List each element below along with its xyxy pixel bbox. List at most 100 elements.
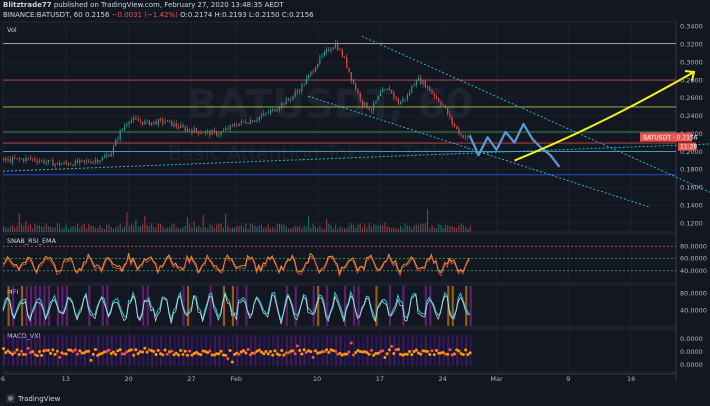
volume-bar — [420, 223, 422, 232]
volume-bar — [258, 225, 260, 232]
macd-dot — [143, 346, 147, 350]
volume-bar — [16, 225, 18, 232]
volume-bar — [115, 227, 117, 232]
candle-body — [27, 157, 29, 159]
macd-dot — [105, 349, 109, 353]
macd-dot — [53, 352, 57, 356]
volume-bar — [418, 225, 420, 232]
macd-background-bar — [402, 335, 405, 366]
volume-bar — [350, 223, 352, 232]
macd-dot — [13, 351, 17, 355]
candle-body — [382, 89, 384, 93]
macd-background-bar — [276, 335, 279, 366]
macd-dot — [419, 352, 423, 356]
macd-background-bar — [160, 335, 163, 366]
macd-dot — [40, 353, 44, 357]
macd-dot — [78, 349, 82, 353]
macd-dot — [156, 348, 160, 352]
macd-background-bar — [142, 335, 145, 366]
macd-background-bar — [366, 335, 369, 366]
macd-dot — [414, 348, 418, 352]
candle-body — [193, 128, 195, 133]
candle-body — [180, 125, 182, 128]
volume-bar — [70, 226, 72, 232]
macd-dot — [181, 352, 185, 356]
macd-background-bar — [231, 335, 235, 366]
macd-dot — [206, 351, 210, 355]
mfi-background-bar — [209, 286, 212, 326]
macd-background-bar — [218, 335, 221, 366]
volume-bar — [339, 227, 341, 232]
volume-bar — [449, 226, 451, 232]
volume-bar — [38, 225, 40, 232]
macd-dot — [98, 352, 102, 356]
macd-dot — [174, 351, 178, 355]
candle-body — [52, 160, 54, 166]
candle-body — [267, 112, 269, 114]
candle-body — [453, 123, 456, 127]
volume-bar — [14, 227, 16, 232]
macd-dot — [31, 350, 35, 354]
macd-dot — [264, 349, 268, 353]
symbol-line: BINANCE:BATUSDT, 60 — [3, 11, 83, 19]
volume-bar — [453, 227, 456, 232]
y-tick-label: 0.2800 — [680, 76, 703, 84]
last-price: 0.2156 — [84, 11, 110, 19]
macd-dot — [284, 351, 288, 355]
candle-body — [112, 146, 115, 154]
candle-body — [281, 103, 283, 108]
candle-body — [343, 56, 346, 58]
candle-body — [7, 158, 9, 161]
y-tick-label: 0.1600 — [680, 184, 703, 192]
macd-background-bar — [110, 335, 113, 366]
mfi-tick-label: 40.0000 — [680, 306, 707, 314]
x-tick-label: 9 — [566, 375, 570, 383]
candle-body — [234, 124, 236, 126]
macd-dot — [37, 350, 41, 354]
macd-dot — [244, 351, 248, 355]
mfi-background-bar — [222, 286, 226, 326]
macd-dot — [73, 348, 77, 352]
macd-dot — [19, 349, 23, 353]
mfi-background-bar — [375, 286, 378, 326]
candle-body — [130, 119, 132, 122]
macd-background-bar — [429, 335, 432, 366]
candle-body — [339, 50, 341, 51]
volume-bar — [444, 224, 447, 232]
volume-bar — [218, 223, 220, 232]
macd-background-bar — [312, 335, 315, 366]
candle-body — [317, 63, 319, 69]
macd-dot — [275, 352, 279, 356]
macd-background-bar — [195, 335, 199, 366]
volume-bar — [117, 226, 119, 232]
volume-bar — [144, 215, 146, 232]
macd-dot — [387, 348, 391, 352]
volume-bar — [447, 225, 449, 232]
macd-dot — [390, 344, 394, 348]
volume-bar — [400, 225, 402, 232]
mfi-background-bar — [29, 286, 33, 326]
macd-dot — [342, 352, 346, 356]
candle-body — [213, 130, 215, 132]
candle-body — [177, 126, 180, 128]
volume-bar — [216, 224, 218, 232]
macd-dot — [24, 353, 28, 357]
candle-body — [153, 121, 155, 123]
candle-body — [442, 104, 444, 106]
macd-dot — [210, 353, 214, 357]
macd-dot — [161, 353, 165, 357]
candle-body — [247, 123, 249, 124]
candle-body — [245, 121, 247, 124]
volume-bar — [393, 227, 395, 232]
macd-dot — [199, 353, 203, 357]
brand: TradingView — [6, 394, 60, 403]
volume-bar — [148, 225, 150, 232]
macd-dot — [455, 348, 459, 352]
volume-bar — [139, 225, 141, 232]
brand-label: TradingView — [18, 394, 61, 403]
candle-body — [435, 96, 438, 99]
candle-body — [249, 120, 251, 124]
candle-body — [424, 80, 426, 88]
macd-dot — [293, 352, 297, 356]
